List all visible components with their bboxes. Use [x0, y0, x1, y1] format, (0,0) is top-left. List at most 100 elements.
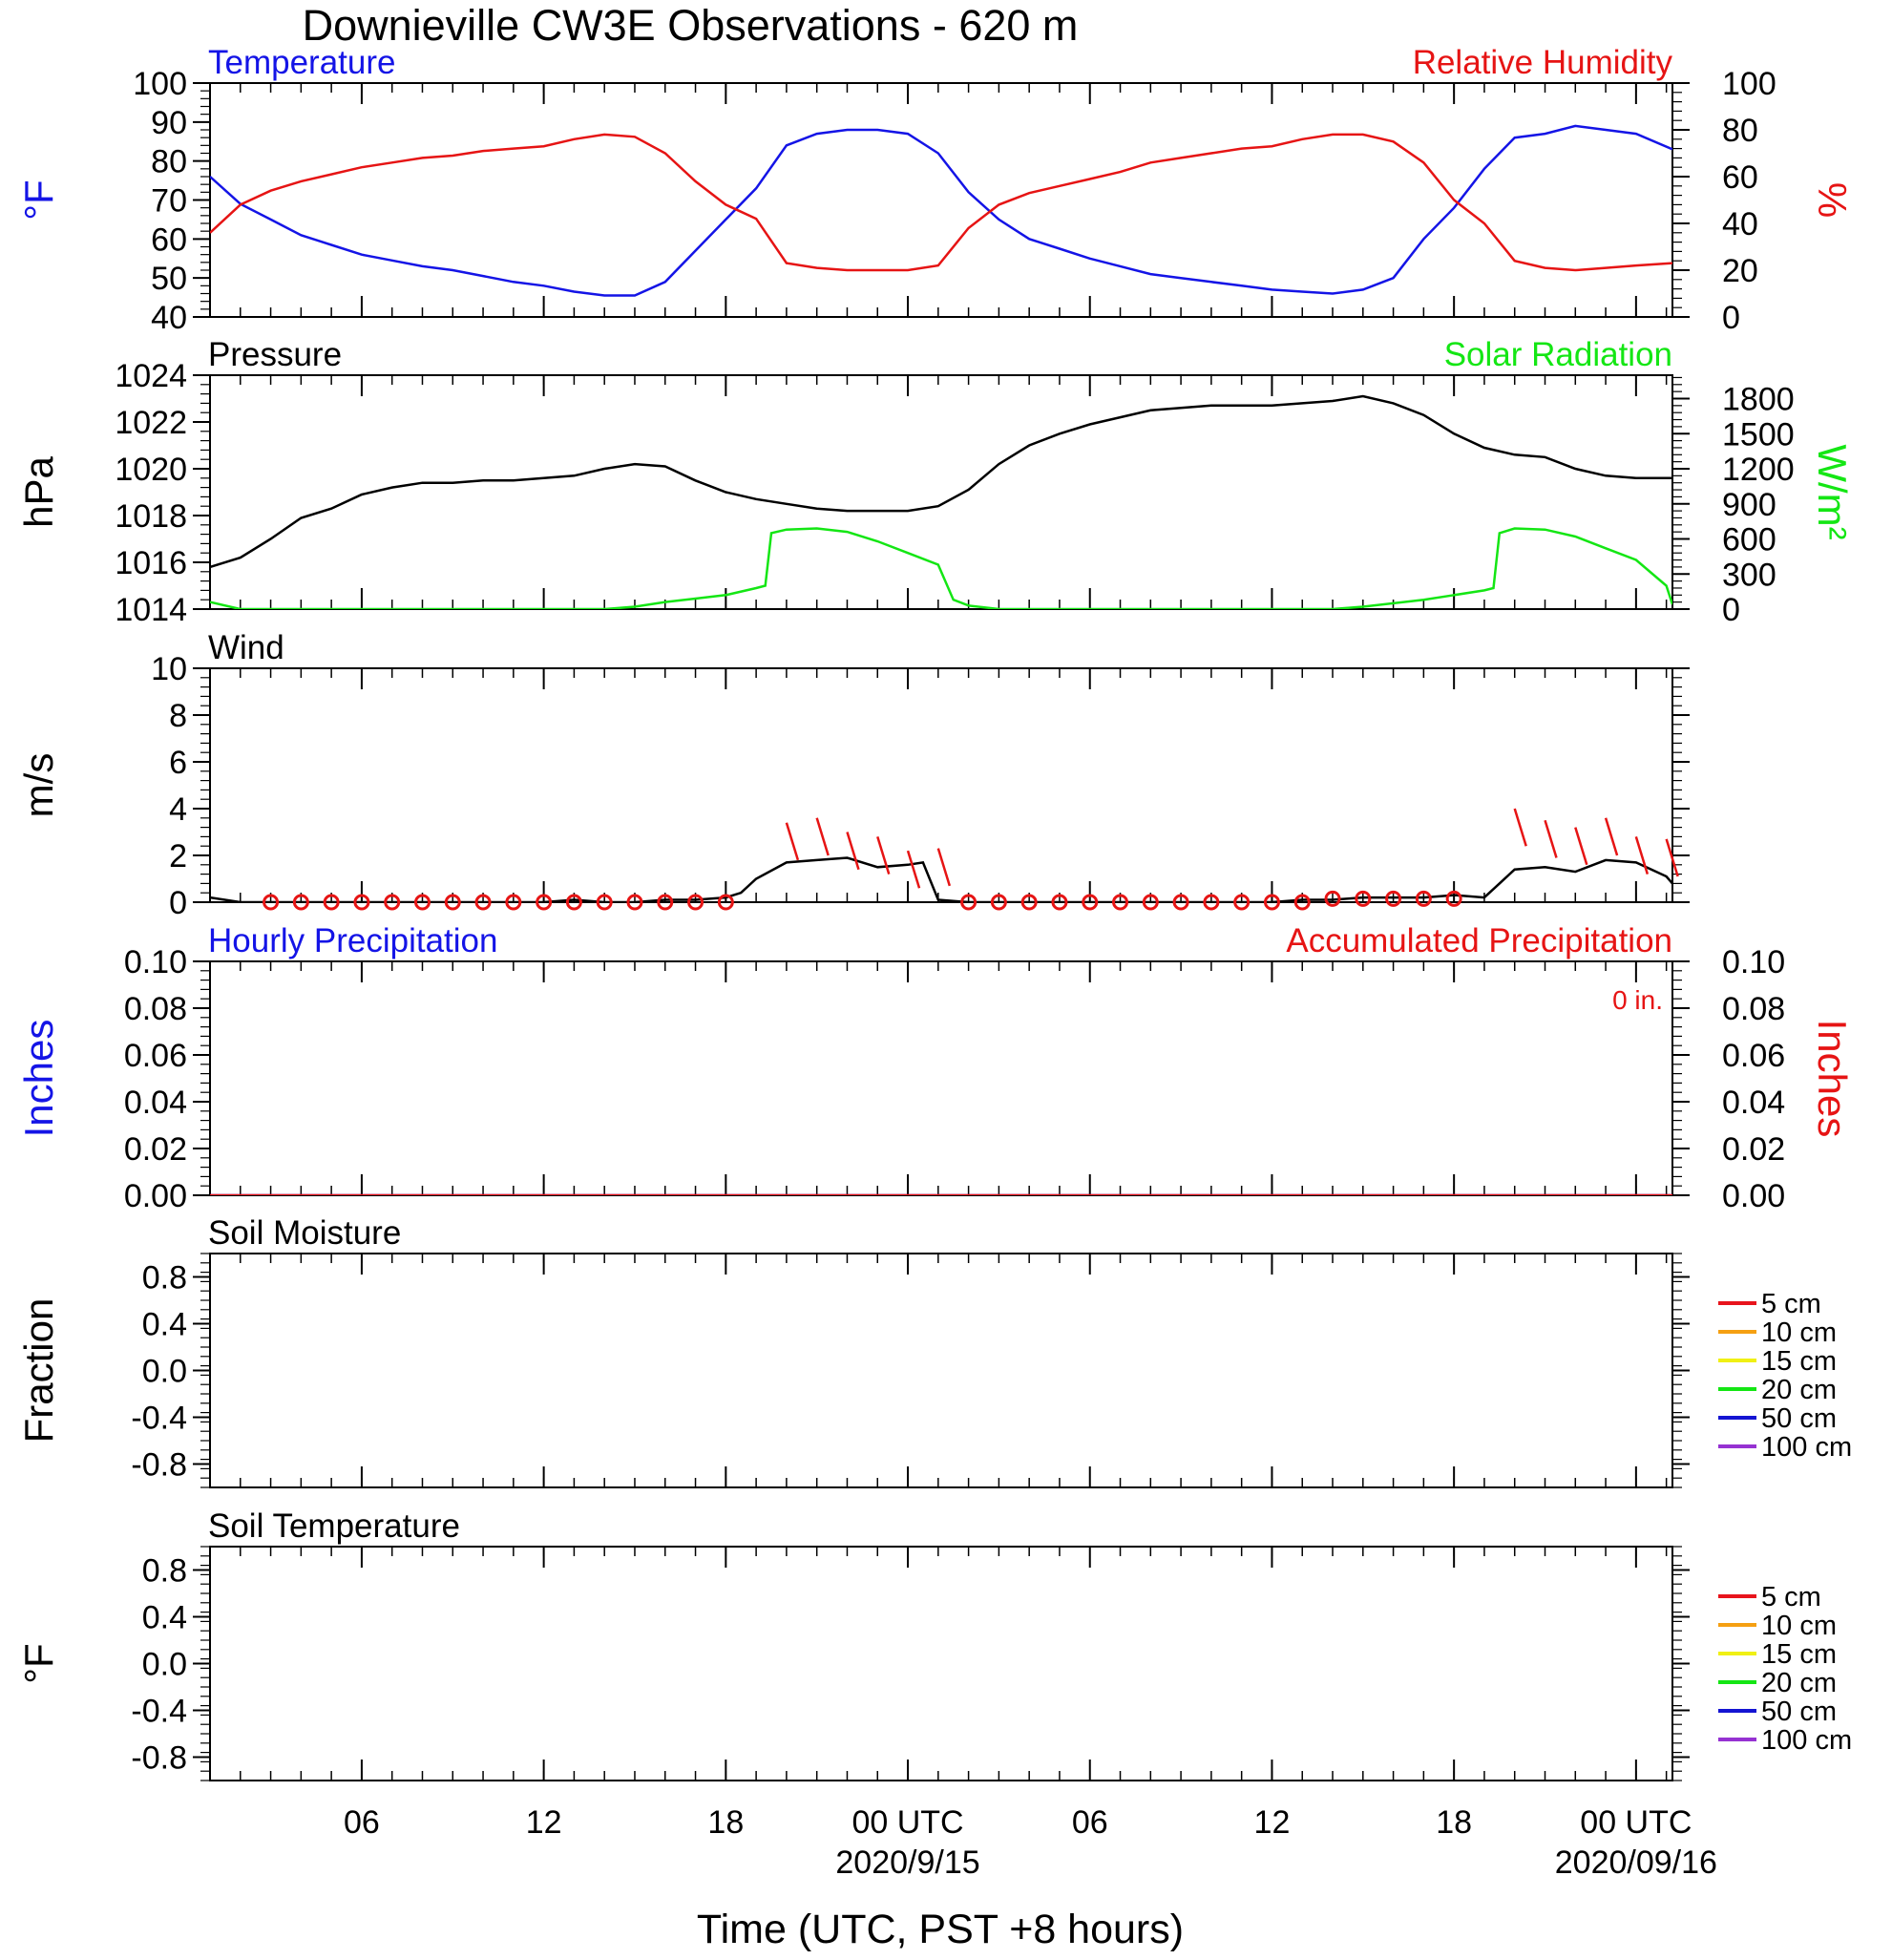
y-right-tick-label: 0: [1722, 300, 1740, 336]
legend-label: 100 cm: [1761, 1725, 1852, 1756]
calm-wind-marker: [1233, 894, 1251, 911]
y-right-tick-label: 0.00: [1722, 1178, 1785, 1214]
y-tick-label: 60: [151, 221, 187, 258]
wind-gust-barb: [1574, 827, 1588, 866]
calm-wind-marker: [1415, 890, 1432, 907]
wind-gust-barb: [876, 836, 891, 875]
plot-frame: [209, 960, 1673, 1196]
legend-label: 15 cm: [1761, 1639, 1837, 1670]
calm-wind-marker: [1355, 890, 1372, 907]
y-tick-label: 0: [169, 885, 187, 921]
y-tick-label: 0.00: [124, 1178, 187, 1214]
y-tick-label: 0.0: [142, 1647, 187, 1683]
y-tick-label: -0.4: [131, 1694, 187, 1730]
y-axis-label-right: W/m²: [1810, 444, 1855, 539]
series-temperature: [210, 124, 1672, 297]
calm-wind-marker: [474, 894, 492, 911]
series-wind: [210, 856, 1672, 902]
x-tick-label: 18: [707, 1804, 744, 1841]
panel-soil_moisture: 0.8 0.4 0.0 -0.4 -0.8 Soil Moisture Fraction 5 …: [16, 1214, 1852, 1488]
y-tick-label: 0.4: [142, 1600, 187, 1636]
y-right-tick-label: 0.10: [1722, 944, 1785, 980]
x-tick-label: 12: [1254, 1804, 1291, 1841]
legend-label: 50 cm: [1761, 1697, 1837, 1727]
wind-gust-barb: [815, 817, 830, 856]
y-tick-label: 100: [133, 66, 187, 102]
y-tick-label: 0.10: [124, 944, 187, 980]
plot-frame: [209, 1253, 1673, 1488]
series-relative-humidity: [210, 133, 1672, 272]
legend-label: 15 cm: [1761, 1346, 1837, 1377]
calm-wind-marker: [717, 894, 734, 911]
y-axis-label-left: °F: [16, 179, 61, 220]
legend-label: 100 cm: [1761, 1432, 1852, 1463]
y-tick-label: 10: [151, 651, 187, 687]
panel-wind: 10 8 6 4 2 0 Wind m/s: [16, 629, 1690, 921]
calm-wind-marker: [687, 894, 704, 911]
y-tick-label: 6: [169, 745, 187, 781]
panel-title-right: Relative Humidity: [1413, 44, 1673, 81]
y-tick-label: 0.4: [142, 1307, 187, 1343]
legend-label: 10 cm: [1761, 1317, 1837, 1348]
calm-wind-marker: [1020, 894, 1038, 911]
calm-wind-marker: [1172, 894, 1189, 911]
x-tick-label: 00 UTC: [1580, 1804, 1692, 1841]
y-tick-label: -0.4: [131, 1401, 187, 1437]
panel-title-left: Temperature: [208, 44, 395, 81]
y-tick-label: 0.04: [124, 1085, 187, 1121]
panel-title-right: Accumulated Precipitation: [1286, 922, 1672, 959]
y-tick-label: 1018: [115, 498, 187, 535]
wind-gust-barb: [1513, 808, 1527, 847]
calm-wind-marker: [505, 894, 522, 911]
x-axis-label: Time (UTC, PST +8 hours): [697, 1907, 1184, 1952]
y-axis-label-right: Inches: [1810, 1020, 1855, 1138]
y-right-tick-label: 900: [1722, 487, 1776, 523]
wind-gust-barb: [1665, 838, 1679, 877]
legend-label: 5 cm: [1761, 1582, 1821, 1612]
y-tick-label: 0.8: [142, 1260, 187, 1296]
y-right-tick-label: 1500: [1722, 416, 1795, 453]
panel-title-left: Soil Temperature: [208, 1507, 460, 1545]
legend-label: 10 cm: [1761, 1611, 1837, 1641]
y-right-tick-label: 20: [1722, 253, 1758, 289]
y-tick-label: 40: [151, 300, 187, 336]
wind-gust-barb: [846, 832, 860, 871]
calm-wind-marker: [1051, 894, 1068, 911]
calm-wind-marker: [1112, 894, 1129, 911]
panel-pressure_solar: 1024 1022 1020 1018 1016 1014 1800150012009006…: [16, 336, 1855, 628]
y-right-tick-label: 300: [1722, 557, 1776, 593]
y-tick-label: 50: [151, 261, 187, 297]
calm-wind-marker: [1082, 894, 1099, 911]
plot-frame: [209, 82, 1673, 318]
plot-frame: [209, 667, 1673, 903]
y-axis-label-left: °F: [16, 1643, 61, 1683]
panel-title-right: Solar Radiation: [1444, 336, 1672, 373]
calm-wind-marker: [990, 894, 1007, 911]
y-tick-label: 1016: [115, 545, 187, 581]
y-tick-label: 0.02: [124, 1131, 187, 1168]
calm-wind-marker: [323, 894, 340, 911]
x-tick-label: 00 UTC: [851, 1804, 963, 1841]
y-tick-label: 8: [169, 698, 187, 734]
calm-wind-marker: [960, 894, 978, 911]
wind-gust-barb: [1544, 819, 1558, 858]
x-tick-date: 2020/9/15: [835, 1844, 979, 1881]
legend-label: 20 cm: [1761, 1375, 1837, 1405]
calm-wind-marker: [353, 894, 370, 911]
x-tick-label: 18: [1436, 1804, 1472, 1841]
calm-wind-marker: [565, 894, 582, 911]
calm-wind-marker: [263, 894, 280, 911]
calm-wind-marker: [1263, 894, 1280, 911]
y-right-tick-label: 60: [1722, 159, 1758, 196]
x-tick-label: 06: [344, 1804, 380, 1841]
legend-label: 50 cm: [1761, 1403, 1837, 1434]
y-right-tick-label: 0.02: [1722, 1131, 1785, 1168]
panel-title-left: Soil Moisture: [208, 1214, 401, 1252]
legend-label: 5 cm: [1761, 1289, 1821, 1319]
y-axis-label-left: m/s: [16, 753, 61, 818]
panel-title-left: Pressure: [208, 336, 342, 373]
series-pressure: [210, 394, 1672, 569]
